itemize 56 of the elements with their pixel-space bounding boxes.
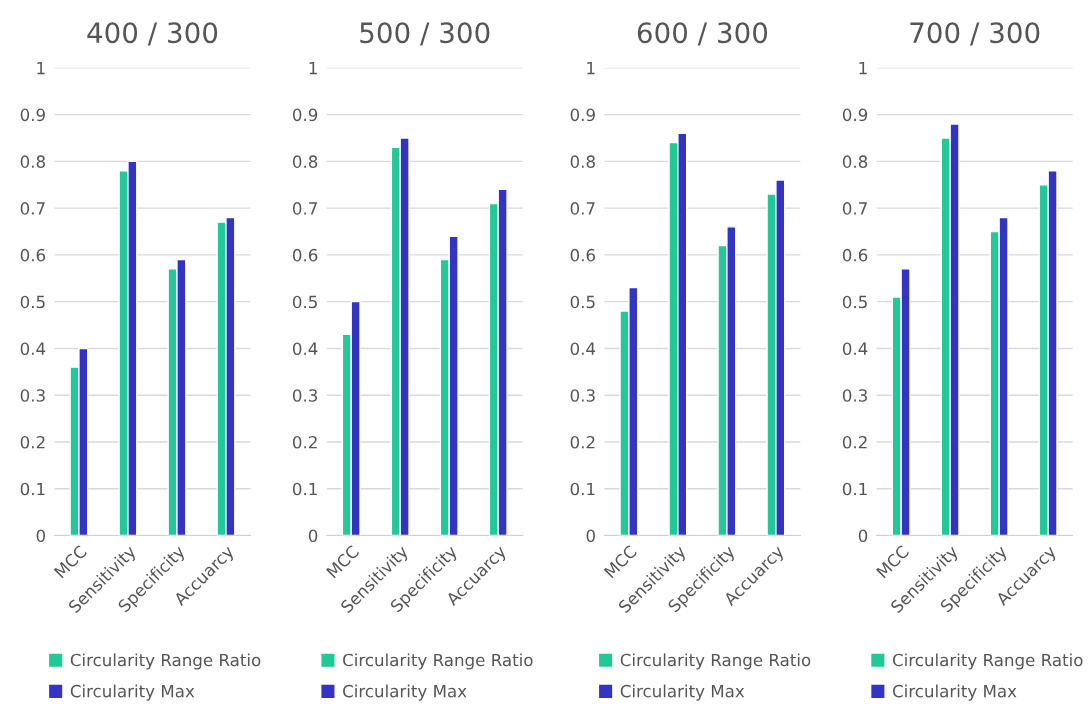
y-tick-label: 0.7 (292, 202, 317, 215)
y-tick-label: 0.2 (20, 435, 45, 449)
y-tick-label: 0.8 (20, 155, 45, 168)
y-tick-label: 0.1 (570, 482, 595, 496)
y-tick-label: 0.5 (20, 295, 45, 309)
y-tick-label: 1 (309, 62, 317, 75)
y-tick-label: 1 (37, 62, 45, 75)
y-tick-label: 0.2 (570, 435, 595, 449)
y-tick-label: 0.8 (570, 155, 595, 168)
y-tick-label: 0.5 (842, 295, 867, 309)
y-tick-label: 0.7 (842, 202, 867, 215)
chart-title: 600 / 300 (637, 22, 768, 46)
y-tick-label: 0.1 (292, 482, 317, 496)
y-tick-label: 0.4 (842, 342, 868, 355)
y-tick-label: 0.9 (570, 108, 595, 122)
chart-title: 400 / 300 (87, 22, 218, 46)
y-tick-label: 0.5 (570, 295, 595, 309)
y-tick-label: 0.3 (842, 389, 867, 402)
y-tick-label: 0.6 (292, 248, 318, 262)
y-tick-label: 0.3 (20, 389, 45, 402)
y-tick-label: 0.9 (20, 108, 45, 122)
legend-label: Circularity Max (620, 684, 745, 701)
chart-title: 500 / 300 (360, 22, 490, 46)
y-tick-label: 0.1 (20, 482, 45, 496)
y-tick-label: 0 (36, 529, 46, 543)
chart-title: 700 / 300 (910, 22, 1040, 46)
y-tick-label: 1 (859, 62, 867, 75)
legend-label: Circularity Range Ratio (620, 653, 811, 670)
legend-label: Circularity Max (70, 684, 195, 701)
y-tick-label: 0.6 (20, 248, 46, 262)
y-tick-label: 0.1 (842, 482, 867, 496)
y-tick-label: 0.6 (842, 248, 868, 262)
legend-label: Circularity Range Ratio (343, 653, 533, 670)
y-tick-label: 0.7 (570, 202, 595, 215)
y-tick-label: 1 (587, 62, 595, 75)
y-tick-label: 0.4 (20, 342, 46, 355)
y-tick-label: 0.2 (292, 435, 317, 449)
y-tick-label: 0.7 (20, 202, 45, 215)
y-tick-label: 0.6 (570, 248, 596, 262)
y-tick-label: 0.9 (292, 108, 318, 122)
legend-label: Circularity Max (343, 684, 467, 701)
legend-label: Circularity Max (892, 684, 1017, 701)
y-tick-label: 0.3 (292, 389, 318, 402)
y-tick-label: 0 (308, 529, 318, 543)
y-tick-label: 0.3 (570, 389, 595, 402)
y-tick-label: 0.8 (842, 155, 868, 168)
y-tick-label: 0.9 (842, 108, 868, 122)
y-tick-label: 0.2 (842, 435, 867, 449)
y-tick-label: 0.4 (292, 342, 318, 355)
legend-label: Circularity Range Ratio (70, 653, 261, 670)
y-tick-label: 0.8 (292, 155, 318, 168)
legend-label: Circularity Range Ratio (892, 653, 1083, 670)
y-tick-label: 0 (586, 529, 595, 543)
y-tick-label: 0.5 (292, 295, 317, 309)
y-tick-label: 0 (858, 529, 868, 543)
y-tick-label: 0.4 (570, 342, 596, 355)
